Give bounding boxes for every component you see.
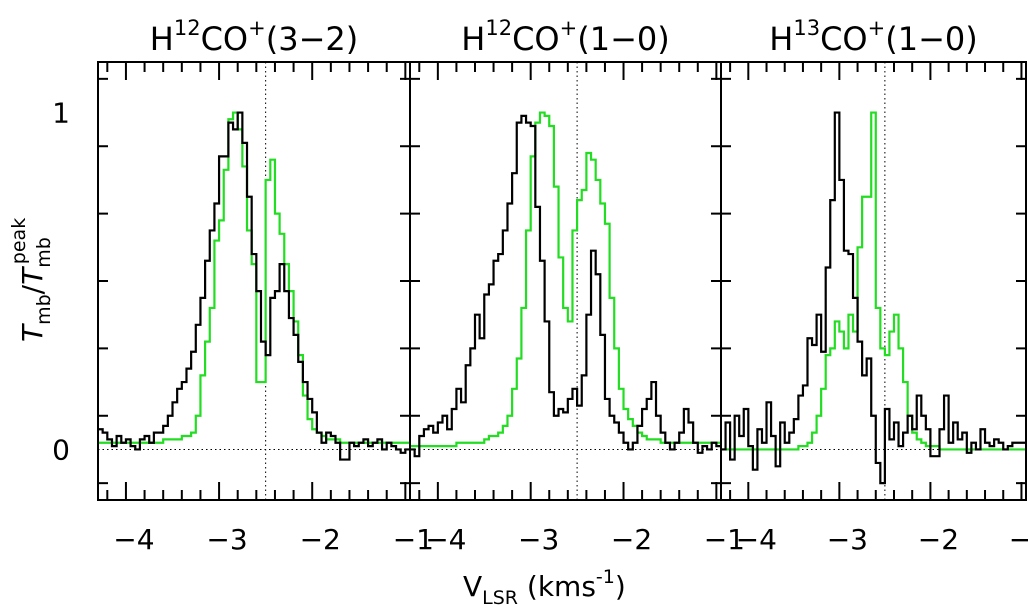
y-tick-label: 0 — [52, 433, 70, 466]
title-isotope: 13 — [793, 16, 820, 40]
title-charge: + — [560, 16, 578, 40]
panel-title: H12CO+(1−0) — [461, 16, 669, 58]
x-tick-label: −2 — [918, 523, 959, 556]
y-tick-label: 1 — [52, 97, 70, 130]
x-tick-label: −4 — [113, 523, 154, 556]
plot-frame — [97, 61, 411, 501]
title-element: H — [769, 20, 793, 58]
title-transition: (1−0) — [885, 20, 978, 58]
observed-spectrum — [410, 114, 721, 458]
title-element: H — [461, 20, 485, 58]
title-charge: + — [868, 16, 886, 40]
spectra — [721, 111, 1026, 485]
observed-spectrum — [721, 111, 1026, 485]
x-tick-label: −2 — [611, 523, 652, 556]
title-transition: (3−2) — [266, 20, 359, 58]
y-axis-label: Tmb/Tmbpeak — [8, 218, 55, 342]
plot-frame — [409, 61, 722, 501]
x-tick-label: −4 — [425, 523, 466, 556]
title-isotope: 12 — [485, 16, 512, 40]
spectra — [98, 111, 410, 461]
observed-spectrum — [98, 111, 410, 461]
x-tick-label: −1 — [393, 523, 434, 556]
x-tick-label: −3 — [206, 523, 247, 556]
x-tick-label: −3 — [518, 523, 559, 556]
title-element: H — [150, 20, 174, 58]
title-transition: (1−0) — [577, 20, 670, 58]
panel-title: H13CO+(1−0) — [769, 16, 977, 58]
panel-2: −4 −3 −2 −1 H12CO+(1−0) — [409, 16, 745, 556]
spectra — [410, 111, 721, 458]
x-tick-label: −4 — [736, 523, 777, 556]
x-tick-label: −1 — [1009, 523, 1028, 556]
panel-1: −4 −3 −2 −1 0 1 H12CO+(3−2) — [52, 16, 434, 556]
panel-title: H12CO+(3−2) — [150, 16, 358, 58]
x-tick-label: −1 — [704, 523, 745, 556]
title-molecule: CO — [820, 20, 868, 58]
title-molecule: CO — [201, 20, 249, 58]
x-axis-label: VLSR (kms-1) — [463, 566, 626, 609]
title-molecule: CO — [512, 20, 560, 58]
title-charge: + — [248, 16, 266, 40]
model-spectrum — [98, 111, 410, 444]
x-tick-label: −2 — [300, 523, 341, 556]
title-isotope: 12 — [174, 16, 201, 40]
model-spectrum — [721, 111, 1026, 451]
x-tick-label: −3 — [827, 523, 868, 556]
panel-3: −4 −3 −2 −1 H13CO+(1−0) — [720, 16, 1028, 556]
